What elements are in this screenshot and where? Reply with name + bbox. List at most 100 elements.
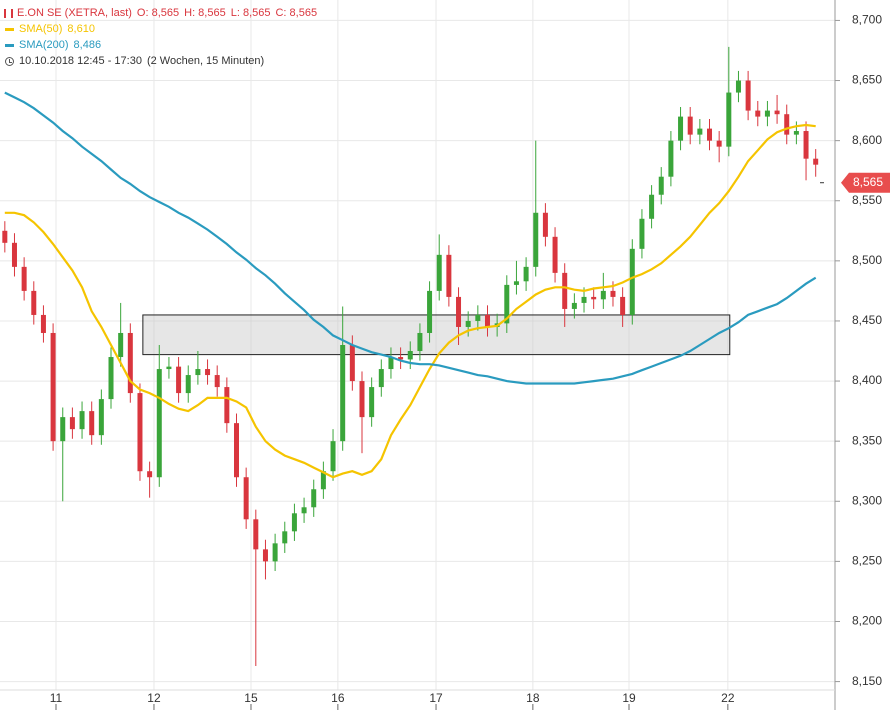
candle-body <box>195 369 201 376</box>
ohlc-label: L: 8,565 <box>230 7 271 19</box>
candle-body <box>185 375 191 394</box>
x-tick-label: 15 <box>244 691 258 705</box>
candle-body <box>253 519 259 550</box>
candle-body <box>629 248 635 315</box>
candle-body <box>658 176 664 195</box>
y-tick-label: 8,600 <box>852 133 882 147</box>
candle-body <box>137 393 143 472</box>
ohlc-label: H: 8,565 <box>184 7 226 19</box>
candle-body <box>369 387 375 418</box>
candle-body <box>446 254 452 297</box>
candle-body <box>31 290 37 315</box>
candle-body <box>533 212 539 267</box>
candle-body <box>465 320 471 327</box>
candle-body <box>243 477 249 520</box>
y-tick-label: 8,400 <box>852 373 882 387</box>
legend-swatch <box>5 43 14 47</box>
candle-body <box>147 471 153 478</box>
y-tick-label: 8,200 <box>852 614 882 628</box>
chart-title: E.ON SE (XETRA, last) <box>17 7 132 19</box>
candle-body <box>21 266 27 291</box>
sma-line <box>4 123 816 479</box>
candle-body <box>571 302 577 309</box>
x-tick-label: 18 <box>526 691 540 705</box>
candle-body <box>562 272 568 309</box>
candle-body <box>50 332 56 442</box>
candle-body <box>282 531 288 544</box>
candle-body <box>2 230 8 243</box>
candle-body <box>301 507 307 514</box>
candle-body <box>591 296 597 300</box>
candle-body <box>349 345 355 382</box>
y-tick-label: 8,650 <box>852 73 882 87</box>
candle-body <box>330 441 336 472</box>
candle-body <box>262 549 268 562</box>
candle-body <box>523 266 529 282</box>
candle-body <box>272 543 278 562</box>
candle-body <box>456 296 462 327</box>
candle-body <box>620 296 626 315</box>
candle-body <box>639 218 645 249</box>
y-tick-label: 8,450 <box>852 313 882 327</box>
candle-body <box>649 194 655 219</box>
ohlc-label: C: 8,565 <box>275 7 318 19</box>
period-note: (2 Wochen, 15 Minuten) <box>146 55 265 67</box>
y-tick-label: 8,350 <box>852 433 882 447</box>
candle-body <box>813 158 819 165</box>
x-tick-label: 22 <box>721 691 735 705</box>
candle-body <box>176 366 182 394</box>
chart-icon <box>4 8 13 18</box>
candle-body <box>581 296 587 303</box>
legend-entry: SMA(50) 8,610 <box>4 21 322 37</box>
ohlc-label: O: 8,565 <box>136 7 180 19</box>
candle-body <box>600 290 606 300</box>
candle-body <box>205 369 211 376</box>
candle-body <box>98 399 104 436</box>
candle-body <box>127 332 133 394</box>
legend-entry: SMA(200) 8,486 <box>4 37 322 53</box>
candle-body <box>407 351 413 360</box>
candle-body <box>427 290 433 333</box>
candle-body <box>108 357 114 400</box>
candle-body <box>156 369 162 478</box>
x-tick-label: 12 <box>147 691 161 705</box>
y-tick-label: 8,700 <box>852 13 882 27</box>
candle-body <box>291 513 297 532</box>
candle-body <box>764 110 770 117</box>
candle-body <box>697 128 703 135</box>
legend-name: SMA(200) <box>19 39 69 51</box>
candle-body <box>224 387 230 424</box>
candle-body <box>504 284 510 324</box>
legend-value: 8,610 <box>67 23 95 35</box>
candle-body <box>745 80 751 111</box>
x-tick-label: 11 <box>50 691 63 705</box>
candle-body <box>784 114 790 135</box>
y-tick-label: 8,500 <box>852 253 882 267</box>
zone-box <box>142 314 731 356</box>
header-row: E.ON SE (XETRA, last) O: 8,565 H: 8,565 … <box>4 5 322 21</box>
candle-body <box>320 471 326 490</box>
candle-body <box>388 357 394 370</box>
legend-name: SMA(50) <box>19 23 63 35</box>
candle-body <box>214 375 220 388</box>
sma-line <box>4 91 817 385</box>
candle-body <box>542 212 548 237</box>
candle-body <box>668 140 674 177</box>
legend-swatch <box>5 27 14 31</box>
candle-body <box>687 116 693 135</box>
y-tick-label: 8,550 <box>852 193 882 207</box>
candle-body <box>311 489 317 508</box>
clock-icon <box>5 56 14 66</box>
candle-body <box>69 417 75 430</box>
y-tick-label: 8,250 <box>852 554 882 568</box>
candle-body <box>118 332 124 358</box>
candle-body <box>60 417 66 442</box>
last-price-tag <box>841 172 890 193</box>
candle-body <box>340 345 346 442</box>
y-tick-label: 8,300 <box>852 493 882 507</box>
candle-body <box>513 281 519 285</box>
candle-body <box>774 110 780 115</box>
candle-body <box>793 131 799 135</box>
